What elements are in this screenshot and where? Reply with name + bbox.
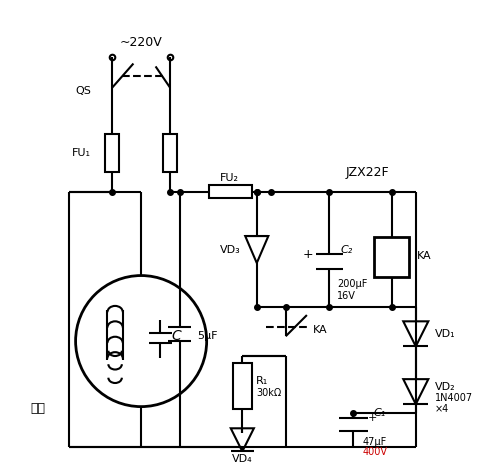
- Text: 200μF: 200μF: [337, 279, 367, 289]
- Text: 30kΩ: 30kΩ: [256, 388, 281, 398]
- Text: 电机: 电机: [31, 402, 46, 415]
- Text: KA: KA: [417, 251, 432, 261]
- Text: QS: QS: [75, 85, 91, 96]
- Text: +: +: [368, 413, 377, 423]
- Text: 5μF: 5μF: [197, 331, 218, 341]
- Text: C: C: [171, 329, 181, 343]
- Text: FU₂: FU₂: [220, 173, 240, 183]
- Bar: [208, 185, 252, 199]
- Text: VD₄: VD₄: [232, 454, 252, 464]
- Text: VD₂: VD₂: [435, 382, 456, 392]
- Text: VD₃: VD₃: [219, 245, 240, 255]
- Text: 47μF: 47μF: [363, 438, 387, 447]
- Bar: [163, 134, 177, 173]
- Text: FU₁: FU₁: [72, 148, 91, 158]
- Text: ×4: ×4: [435, 404, 449, 414]
- Text: C₂: C₂: [340, 245, 353, 255]
- Bar: [375, 237, 409, 276]
- Text: 16V: 16V: [337, 291, 355, 301]
- Text: 400V: 400V: [363, 447, 388, 457]
- Text: KA: KA: [313, 325, 327, 335]
- Bar: [233, 363, 252, 409]
- Text: VD₁: VD₁: [435, 329, 456, 339]
- Text: JZX22F: JZX22F: [346, 166, 389, 179]
- Text: 1N4007: 1N4007: [435, 393, 473, 403]
- Text: C₁: C₁: [374, 409, 386, 419]
- Text: ~220V: ~220V: [120, 36, 162, 49]
- Text: R₁: R₁: [256, 375, 268, 385]
- Text: +: +: [303, 248, 313, 261]
- Bar: [105, 134, 119, 173]
